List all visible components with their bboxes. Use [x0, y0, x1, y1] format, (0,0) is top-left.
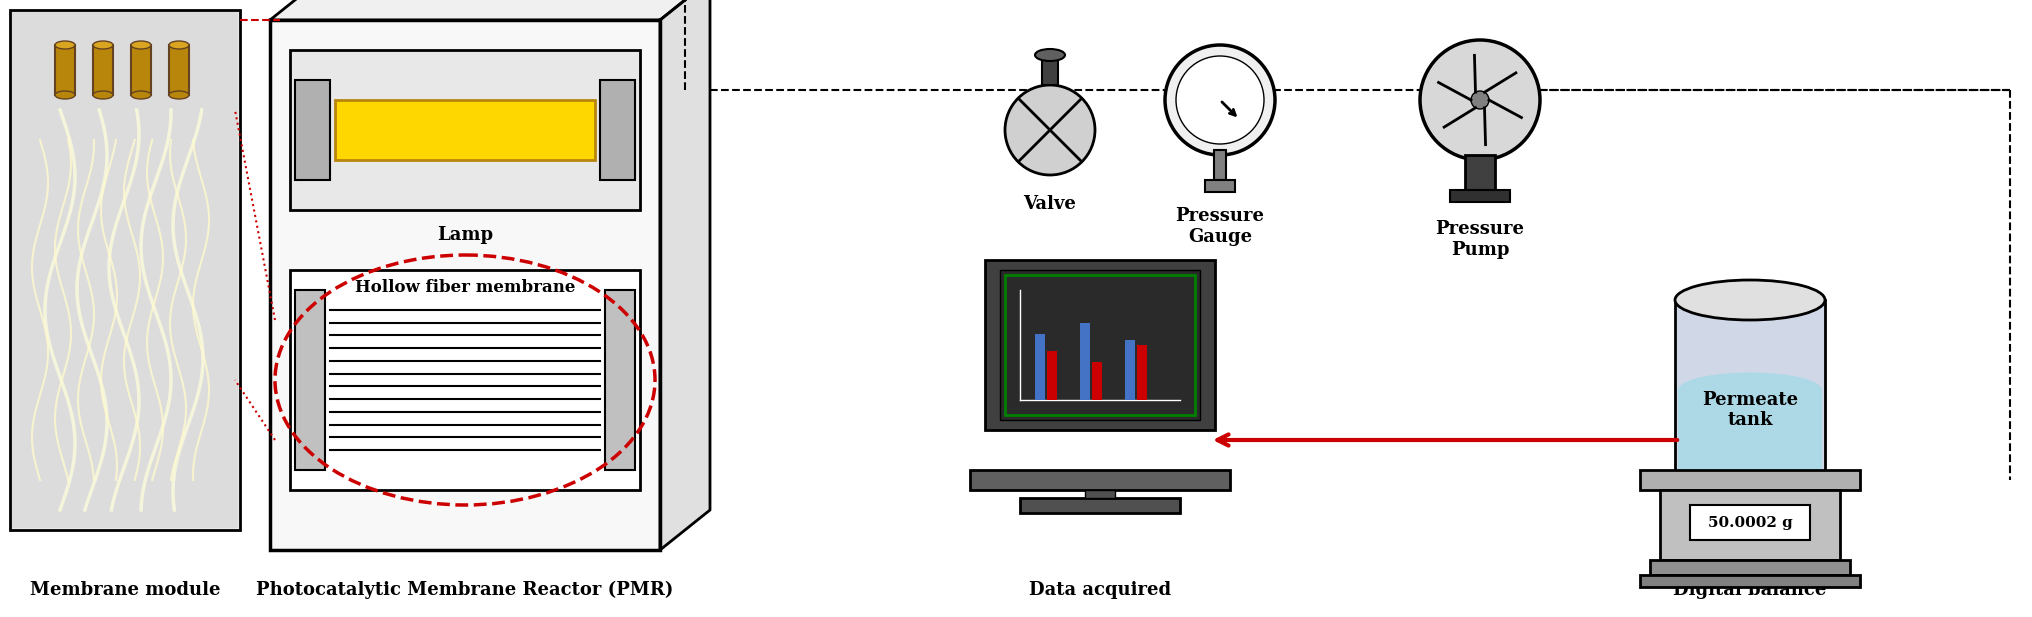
- Bar: [969, 470, 1229, 490]
- Circle shape: [1006, 85, 1095, 175]
- Bar: [1006, 275, 1195, 415]
- Text: Digital balance: Digital balance: [1672, 581, 1827, 599]
- Bar: [1000, 270, 1201, 420]
- Bar: [291, 50, 640, 210]
- Ellipse shape: [130, 41, 150, 49]
- Ellipse shape: [1674, 280, 1825, 320]
- Circle shape: [1471, 91, 1489, 109]
- Bar: [1660, 490, 1841, 560]
- Bar: [1213, 150, 1225, 180]
- Text: Data acquired: Data acquired: [1028, 581, 1170, 599]
- Bar: [606, 290, 634, 470]
- Bar: [55, 45, 75, 95]
- Circle shape: [1164, 45, 1274, 155]
- Bar: [295, 290, 325, 470]
- Bar: [335, 100, 595, 160]
- Bar: [1674, 300, 1825, 480]
- Bar: [270, 20, 660, 550]
- Bar: [93, 45, 114, 95]
- Polygon shape: [660, 0, 709, 550]
- Bar: [1046, 350, 1057, 400]
- Bar: [1079, 323, 1089, 400]
- Bar: [1691, 505, 1811, 540]
- Text: Lamp: Lamp: [437, 226, 494, 244]
- Bar: [1465, 155, 1496, 190]
- Text: Pressure
Gauge: Pressure Gauge: [1174, 207, 1264, 246]
- Circle shape: [1420, 40, 1540, 160]
- Bar: [1678, 390, 1823, 477]
- Bar: [1205, 180, 1235, 192]
- Bar: [1091, 362, 1101, 400]
- Text: 50.0002 g: 50.0002 g: [1707, 516, 1792, 530]
- Ellipse shape: [55, 41, 75, 49]
- Ellipse shape: [130, 91, 150, 99]
- Text: Permeate
tank: Permeate tank: [1703, 391, 1798, 429]
- Bar: [1451, 190, 1510, 202]
- Bar: [291, 270, 640, 490]
- Bar: [1126, 339, 1136, 400]
- Bar: [1640, 575, 1859, 587]
- Bar: [1020, 498, 1181, 513]
- Ellipse shape: [93, 41, 114, 49]
- Ellipse shape: [1674, 460, 1825, 500]
- Ellipse shape: [1034, 49, 1065, 61]
- Bar: [10, 10, 240, 530]
- Text: Membrane module: Membrane module: [30, 581, 219, 599]
- Bar: [12, 12, 238, 528]
- Ellipse shape: [169, 91, 189, 99]
- Bar: [169, 45, 189, 95]
- Text: Valve: Valve: [1024, 195, 1077, 213]
- Ellipse shape: [93, 91, 114, 99]
- Bar: [986, 260, 1215, 430]
- Bar: [1034, 334, 1044, 400]
- Bar: [1138, 345, 1146, 400]
- Bar: [1042, 55, 1059, 85]
- Bar: [1640, 470, 1859, 490]
- Bar: [295, 80, 329, 180]
- Polygon shape: [270, 0, 709, 20]
- Bar: [130, 45, 150, 95]
- Text: Hollow fiber membrane: Hollow fiber membrane: [356, 280, 575, 297]
- Ellipse shape: [169, 41, 189, 49]
- Circle shape: [1177, 56, 1264, 144]
- Ellipse shape: [55, 91, 75, 99]
- Ellipse shape: [1678, 373, 1823, 407]
- Text: Pressure
Pump: Pressure Pump: [1435, 220, 1524, 259]
- Text: Photocatalytic Membrane Reactor (PMR): Photocatalytic Membrane Reactor (PMR): [256, 581, 675, 599]
- Bar: [1650, 560, 1849, 575]
- Bar: [1085, 490, 1116, 498]
- Bar: [599, 80, 634, 180]
